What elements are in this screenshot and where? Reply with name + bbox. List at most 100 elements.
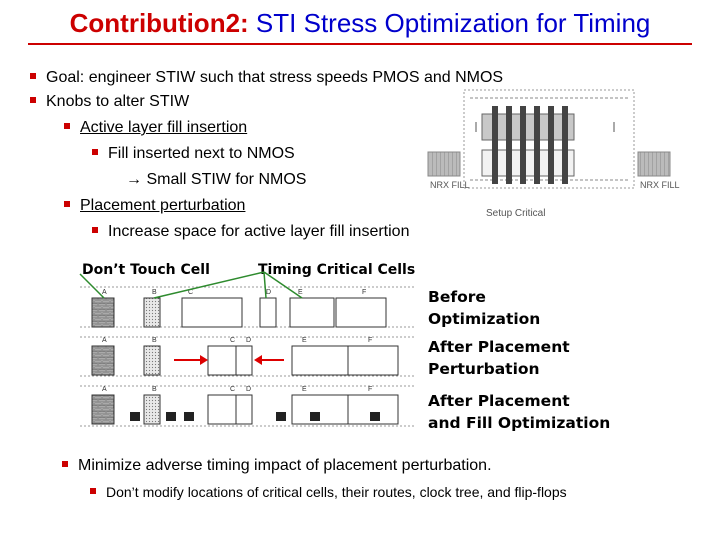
bullet-marker [30, 73, 36, 79]
cell-c [207, 394, 237, 425]
fill-block [184, 412, 194, 421]
fill-block [370, 412, 380, 421]
bullet-increase-space: Increase space for active layer fill ins… [92, 222, 409, 242]
cell-outline [463, 89, 635, 189]
bullet-goal-text: Goal: engineer STIW such that stress spe… [46, 69, 504, 86]
bullet-increase-space-text: Increase space for active layer fill ins… [108, 223, 410, 240]
nrx-fill-figure: NRX FILL NRX FILL Setup Critical [427, 89, 680, 219]
letter-b: B [152, 289, 157, 296]
gate [548, 106, 554, 184]
letter-f: F [362, 289, 366, 296]
title-rule [28, 43, 692, 45]
letter-a: A [102, 289, 107, 296]
dont-touch-label: Don’t Touch Cell [82, 262, 210, 278]
bullet-knobs: Knobs to alter STIW [30, 92, 189, 112]
row3-label: After Placement and Fill Optimization [428, 390, 610, 434]
letter-f: F [368, 386, 372, 393]
bullet-marker [30, 97, 36, 103]
row-after-fill: A B C D E F [80, 385, 415, 427]
slide-title: Contribution2: STI Stress Optimization f… [0, 8, 720, 38]
letter-d: D [246, 386, 251, 393]
cell-b [143, 394, 161, 425]
row1-label: Before Optimization [428, 286, 540, 330]
bullet-small-stiw: → Small STIW for NMOS [126, 170, 306, 190]
letter-e: E [298, 289, 303, 296]
fill-block [310, 412, 320, 421]
bullet-fill-nmos: Fill inserted next to NMOS [92, 144, 295, 164]
left-nrx-fill [427, 151, 461, 177]
cell-d [235, 394, 253, 425]
letter-b: B [152, 386, 157, 393]
letter-e: E [302, 337, 307, 344]
row2-label-line2: Perturbation [428, 360, 540, 378]
bullet-marker [64, 201, 70, 207]
letter-e: E [302, 386, 307, 393]
cell-a [91, 345, 115, 376]
fill-block [166, 412, 176, 421]
title-text: STI Stress Optimization for Timing [248, 8, 651, 38]
placement-rows-diagram: A B C D E F A B C D E F [79, 271, 415, 427]
perturbation-arrow-left [254, 355, 284, 365]
letter-f: F [368, 337, 372, 344]
right-fill-label: NRX FILL [640, 180, 680, 190]
row1-label-line1: Before [428, 288, 486, 306]
cell-c [181, 297, 243, 328]
fill-block [130, 412, 140, 421]
bullet-active-fill-text: Active layer fill insertion [80, 119, 248, 136]
letter-d: D [266, 289, 271, 296]
cell-d [235, 345, 253, 376]
gate [520, 106, 526, 184]
timing-critical-pointers [153, 271, 303, 299]
letter-c: C [230, 337, 235, 344]
bullet-marker [92, 149, 98, 155]
cell-d [259, 297, 277, 328]
row-before: A B C D E F [80, 286, 415, 328]
bullet-small-stiw-text: → Small STIW for NMOS [126, 171, 307, 188]
row-after-placement: A B C D E F [80, 336, 415, 377]
bullet-dont-modify-text: Don’t modify locations of critical cells… [106, 484, 567, 500]
row2-label: After Placement Perturbation [428, 336, 570, 380]
bullet-dont-modify: Don’t modify locations of critical cells… [90, 482, 567, 502]
letter-a: A [102, 386, 107, 393]
letter-a: A [102, 337, 107, 344]
gate [492, 106, 498, 184]
letter-c: C [230, 386, 235, 393]
letter-c: C [188, 289, 193, 296]
dont-touch-pointer [79, 273, 105, 299]
cell-c [207, 345, 237, 376]
gate [534, 106, 540, 184]
gate [506, 106, 512, 184]
bullet-knobs-text: Knobs to alter STIW [46, 93, 190, 110]
perturbation-arrow-right [174, 355, 208, 365]
bullet-placement: Placement perturbation [64, 196, 245, 216]
gate [562, 106, 568, 184]
bullet-goal: Goal: engineer STIW such that stress spe… [30, 68, 503, 88]
bullet-minimize: Minimize adverse timing impact of placem… [62, 456, 492, 476]
bullet-active-fill: Active layer fill insertion [64, 118, 247, 138]
cell-b [143, 345, 161, 376]
cell-f [335, 297, 387, 328]
cell-e [291, 345, 349, 376]
bullet-marker [90, 488, 96, 494]
row2-label-line1: After Placement [428, 338, 570, 356]
bullet-fill-nmos-text: Fill inserted next to NMOS [108, 145, 295, 162]
bullet-marker [92, 227, 98, 233]
bullet-minimize-text: Minimize adverse timing impact of placem… [78, 457, 492, 474]
cell-b [143, 297, 161, 328]
letter-b: B [152, 337, 157, 344]
fill-block [276, 412, 286, 421]
bullet-marker [64, 123, 70, 129]
cell-a [91, 394, 115, 425]
cell-e [289, 297, 335, 328]
bullet-placement-text: Placement perturbation [80, 197, 246, 214]
setup-critical-caption: Setup Critical [486, 208, 545, 219]
row3-label-line2: and Fill Optimization [428, 414, 611, 432]
cell-a [91, 297, 115, 328]
right-nrx-fill [637, 151, 671, 177]
bullet-marker [62, 461, 68, 467]
letter-d: D [246, 337, 251, 344]
left-fill-label: NRX FILL [430, 180, 470, 190]
title-accent: Contribution2: [69, 8, 249, 38]
row3-label-line1: After Placement [428, 392, 570, 410]
cell-f [347, 345, 399, 376]
